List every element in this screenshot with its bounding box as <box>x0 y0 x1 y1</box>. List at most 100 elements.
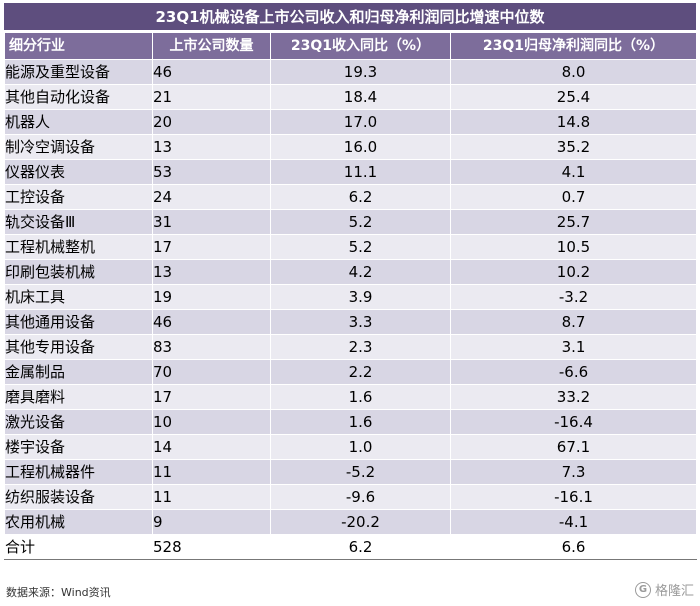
table-row: 其他通用设备 46 3.3 8.7 <box>4 309 697 335</box>
watermark: G 格隆汇 <box>634 580 694 599</box>
revenue-growth-cell: -20.2 <box>270 509 451 535</box>
revenue-growth-cell: 1.0 <box>270 434 451 460</box>
revenue-growth-cell: 1.6 <box>270 409 451 435</box>
industry-cell: 其他专用设备 <box>4 334 153 360</box>
industry-cell: 机器人 <box>4 109 153 135</box>
revenue-growth-cell: 16.0 <box>270 134 451 160</box>
table-row: 能源及重型设备 46 19.3 8.0 <box>4 59 697 85</box>
total-row: 合计 528 6.2 6.6 <box>4 534 697 560</box>
profit-growth-cell: 25.7 <box>450 209 697 235</box>
profit-growth-cell: 67.1 <box>450 434 697 460</box>
profit-growth-cell: 3.1 <box>450 334 697 360</box>
company-count-cell: 11 <box>152 459 271 485</box>
industry-cell: 楼宇设备 <box>4 434 153 460</box>
industry-cell: 机床工具 <box>4 284 153 310</box>
table-title: 23Q1机械设备上市公司收入和归母净利润同比增速中位数 <box>4 3 696 30</box>
column-header: 上市公司数量 <box>152 32 271 60</box>
table-row: 农用机械 9 -20.2 -4.1 <box>4 509 697 535</box>
table-row: 磨具磨料 17 1.6 33.2 <box>4 384 697 410</box>
profit-growth-cell: 8.0 <box>450 59 697 85</box>
profit-growth-cell: -6.6 <box>450 359 697 385</box>
industry-cell: 金属制品 <box>4 359 153 385</box>
company-count-cell: 13 <box>152 134 271 160</box>
revenue-growth-cell: -9.6 <box>270 484 451 510</box>
company-count-cell: 70 <box>152 359 271 385</box>
column-header: 23Q1归母净利润同比（%） <box>450 32 697 60</box>
profit-growth-cell: 7.3 <box>450 459 697 485</box>
revenue-growth-cell: 19.3 <box>270 59 451 85</box>
table-row: 工程机械整机 17 5.2 10.5 <box>4 234 697 260</box>
table-row: 工控设备 24 6.2 0.7 <box>4 184 697 210</box>
profit-growth-cell: 0.7 <box>450 184 697 210</box>
profit-growth-cell: -3.2 <box>450 284 697 310</box>
revenue-growth-cell: 17.0 <box>270 109 451 135</box>
industry-cell: 仪器仪表 <box>4 159 153 185</box>
company-count-cell: 83 <box>152 334 271 360</box>
revenue-growth-cell: 5.2 <box>270 209 451 235</box>
revenue-growth-cell: 6.2 <box>270 184 451 210</box>
company-count-cell: 13 <box>152 259 271 285</box>
revenue-growth-cell: 1.6 <box>270 384 451 410</box>
industry-cell: 其他自动化设备 <box>4 84 153 110</box>
revenue-growth-cell: 11.1 <box>270 159 451 185</box>
table-row: 制冷空调设备 13 16.0 35.2 <box>4 134 697 160</box>
watermark-logo-icon: G <box>634 581 651 598</box>
profit-growth-cell: 6.6 <box>450 534 697 560</box>
revenue-growth-cell: 4.2 <box>270 259 451 285</box>
source-note: 数据来源：Wind资讯 <box>6 586 111 599</box>
profit-growth-cell: 35.2 <box>450 134 697 160</box>
table-row: 纺织服装设备 11 -9.6 -16.1 <box>4 484 697 510</box>
revenue-growth-cell: 3.3 <box>270 309 451 335</box>
industry-cell: 激光设备 <box>4 409 153 435</box>
revenue-growth-cell: 18.4 <box>270 84 451 110</box>
company-count-cell: 53 <box>152 159 271 185</box>
profit-growth-cell: 10.5 <box>450 234 697 260</box>
company-count-cell: 10 <box>152 409 271 435</box>
table-row: 其他自动化设备 21 18.4 25.4 <box>4 84 697 110</box>
profit-growth-cell: -4.1 <box>450 509 697 535</box>
header-row: 细分行业 上市公司数量 23Q1收入同比（%） 23Q1归母净利润同比（%） <box>4 32 697 60</box>
profit-growth-cell: 4.1 <box>450 159 697 185</box>
table-row: 仪器仪表 53 11.1 4.1 <box>4 159 697 185</box>
profit-growth-cell: 33.2 <box>450 384 697 410</box>
revenue-growth-cell: 5.2 <box>270 234 451 260</box>
company-count-cell: 14 <box>152 434 271 460</box>
revenue-growth-cell: 6.2 <box>270 534 451 560</box>
company-count-cell: 17 <box>152 384 271 410</box>
company-count-cell: 9 <box>152 509 271 535</box>
company-count-cell: 31 <box>152 209 271 235</box>
profit-growth-cell: 14.8 <box>450 109 697 135</box>
profit-growth-cell: -16.1 <box>450 484 697 510</box>
industry-cell: 制冷空调设备 <box>4 134 153 160</box>
column-header: 细分行业 <box>4 32 153 60</box>
revenue-growth-cell: 3.9 <box>270 284 451 310</box>
industry-cell: 轨交设备Ⅲ <box>4 209 153 235</box>
watermark-text: 格隆汇 <box>654 584 694 599</box>
industry-cell: 其他通用设备 <box>4 309 153 335</box>
company-count-cell: 46 <box>152 309 271 335</box>
company-count-cell: 20 <box>152 109 271 135</box>
industry-cell: 工程机械器件 <box>4 459 153 485</box>
industry-cell: 合计 <box>4 534 153 560</box>
industry-cell: 纺织服装设备 <box>4 484 153 510</box>
industry-cell: 农用机械 <box>4 509 153 535</box>
company-count-cell: 528 <box>152 534 271 560</box>
table-row: 金属制品 70 2.2 -6.6 <box>4 359 697 385</box>
industry-cell: 能源及重型设备 <box>4 59 153 85</box>
data-table: 细分行业 上市公司数量 23Q1收入同比（%） 23Q1归母净利润同比（%） 能… <box>4 32 697 560</box>
company-count-cell: 46 <box>152 59 271 85</box>
table-row: 机器人 20 17.0 14.8 <box>4 109 697 135</box>
table-row: 其他专用设备 83 2.3 3.1 <box>4 334 697 360</box>
table-row: 工程机械器件 11 -5.2 7.3 <box>4 459 697 485</box>
industry-cell: 工程机械整机 <box>4 234 153 260</box>
revenue-growth-cell: 2.3 <box>270 334 451 360</box>
column-header: 23Q1收入同比（%） <box>270 32 451 60</box>
industry-cell: 印刷包装机械 <box>4 259 153 285</box>
company-count-cell: 21 <box>152 84 271 110</box>
industry-cell: 工控设备 <box>4 184 153 210</box>
company-count-cell: 11 <box>152 484 271 510</box>
profit-growth-cell: 25.4 <box>450 84 697 110</box>
revenue-growth-cell: 2.2 <box>270 359 451 385</box>
table-body: 能源及重型设备 46 19.3 8.0 其他自动化设备 21 18.4 25.4 机器人 20 17… <box>4 59 697 560</box>
company-count-cell: 19 <box>152 284 271 310</box>
